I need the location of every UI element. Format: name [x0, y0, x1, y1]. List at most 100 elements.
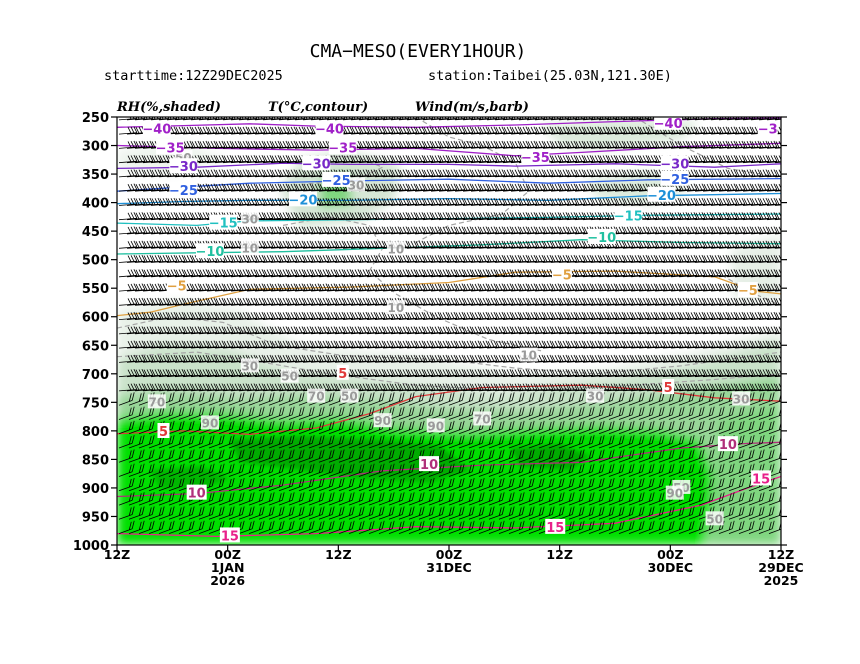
- temperature-label-bg: [662, 379, 675, 395]
- temperature-contour-label: −20: [288, 193, 317, 208]
- temperature-label-bg: [219, 527, 240, 543]
- y-tick-label: 550: [82, 282, 109, 297]
- legend-wind-label: Wind(m/s,barb): [415, 100, 529, 115]
- wind-barb-row: [118, 477, 781, 492]
- temperature-contour-label: −20: [647, 189, 676, 204]
- temperature-contour-label: −5: [738, 284, 758, 299]
- wind-barb-row: [118, 283, 781, 292]
- temperature-contour-label: 5: [664, 381, 673, 396]
- rh-contour-label: 10: [388, 301, 405, 315]
- temperature-contour-label: −30: [169, 160, 198, 175]
- temperature-label-bg: [717, 436, 738, 452]
- temperature-label-bg: [660, 170, 689, 186]
- wind-barb-row: [118, 117, 781, 121]
- temperature-contour-label: −15: [614, 209, 643, 224]
- x-tick-label: 00Z: [436, 547, 462, 562]
- temperature-label-bg: [654, 117, 683, 130]
- x-tick-label: 2026: [210, 573, 245, 588]
- rh-label-bg: [732, 391, 751, 406]
- x-tick-label: 31DEC: [426, 560, 471, 575]
- temperature-label-bg: [288, 191, 317, 207]
- temperature-contour-label: −5: [167, 279, 187, 294]
- x-tick-label: 2025: [764, 573, 799, 588]
- y-tick-label: 450: [82, 225, 109, 240]
- rh-label-bg: [347, 177, 366, 192]
- rh-contour-line: [415, 117, 530, 244]
- temperature-label-bg: [751, 470, 772, 486]
- x-tick-label: 00Z: [214, 547, 240, 562]
- rh-contour-label: 90: [666, 487, 683, 501]
- rh-contour-label: 50: [706, 512, 723, 526]
- temperature-contour-label: −10: [587, 231, 616, 246]
- temperature-label-bg: [545, 518, 566, 534]
- y-tick-label: 800: [82, 425, 109, 440]
- temperature-label-bg: [587, 228, 616, 244]
- temperature-label-bg: [157, 423, 170, 439]
- rh-label-bg: [665, 485, 684, 500]
- station-label: station:Taibei(25.03N,121.30E): [428, 68, 672, 84]
- x-tick-label: 29DEC: [758, 560, 803, 575]
- y-tick-label: 600: [82, 311, 109, 326]
- y-tick-label: 950: [82, 510, 109, 525]
- y-tick-label: 350: [82, 168, 109, 183]
- wind-barb-row: [118, 226, 781, 235]
- temperature-contour-label: 10: [188, 487, 206, 502]
- chart-title: CMA−MESO(EVERY1HOUR): [310, 41, 527, 62]
- temperature-contour-15: [117, 475, 781, 538]
- x-tick-label: 12Z: [325, 547, 351, 562]
- rh-contour-label: 10: [241, 241, 258, 255]
- temperature-label-bg: [614, 207, 643, 223]
- temperature-label-bg: [328, 139, 357, 155]
- rh-contour-label: 70: [474, 412, 491, 426]
- wind-barb-row: [118, 340, 781, 349]
- wind-barb-row: [118, 354, 781, 363]
- wind-barb-row: [118, 392, 781, 406]
- temperature-label-bg: [209, 214, 238, 230]
- rh-contour-label: 70: [308, 390, 325, 404]
- rh-contour-label: 90: [202, 416, 219, 430]
- temperature-contour-label: −40: [142, 123, 171, 138]
- temperature-label-bg: [142, 120, 171, 136]
- x-tick-label: 00Z: [657, 547, 683, 562]
- temperature-contour-label: 10: [420, 458, 438, 473]
- temperature-contour-label: 15: [221, 529, 239, 544]
- temperature-contour-label: 5: [159, 425, 168, 440]
- rh-contour-label: 10: [388, 242, 405, 256]
- temperature-label-bg: [660, 155, 689, 171]
- y-tick-label: 1000: [73, 539, 109, 554]
- y-tick-label: 250: [82, 111, 109, 126]
- rh-label-bg: [386, 241, 405, 256]
- temperature-contour-label: −40: [654, 117, 683, 132]
- temperature-contour-label: −35: [328, 141, 357, 156]
- rh-label-bg: [240, 211, 259, 226]
- temperature-contour-label: 15: [546, 521, 564, 536]
- rh-contour-label: 50: [281, 370, 298, 384]
- temperature-contour-label: −35: [156, 141, 185, 156]
- wind-barb-row: [118, 212, 781, 221]
- temperature-label-bg: [315, 120, 344, 136]
- rh-contour-label: 10: [520, 349, 537, 363]
- rh-label-bg: [340, 388, 359, 403]
- rh-contour-label: 90: [374, 414, 391, 428]
- x-tick-label: 30DEC: [648, 560, 693, 575]
- temperature-contour-label: −30: [302, 157, 331, 172]
- temperature-contour-label: −25: [322, 174, 351, 189]
- start-time-label: starttime:12Z29DEC2025: [104, 68, 283, 84]
- rh-contour-label: 30: [733, 392, 750, 406]
- rh-label-bg: [147, 394, 166, 409]
- rh-contour-label: 30: [241, 359, 258, 373]
- rh-contour-label: 70: [148, 395, 165, 409]
- x-tick-label: 12Z: [104, 547, 130, 562]
- y-tick-label: 650: [82, 339, 109, 354]
- rh-label-bg: [240, 240, 259, 255]
- temperature-contour-label: −3: [758, 123, 778, 138]
- rh-label-bg: [240, 358, 259, 373]
- temperature-label-bg: [169, 182, 198, 198]
- temperature-label-bg: [551, 266, 572, 282]
- temperature-label-bg: [647, 186, 676, 202]
- rh-label-bg: [200, 415, 219, 430]
- temperature-label-bg: [737, 282, 758, 298]
- y-axis: 2503003504004505005506006507007508008509…: [73, 111, 787, 554]
- y-tick-label: 400: [82, 197, 109, 212]
